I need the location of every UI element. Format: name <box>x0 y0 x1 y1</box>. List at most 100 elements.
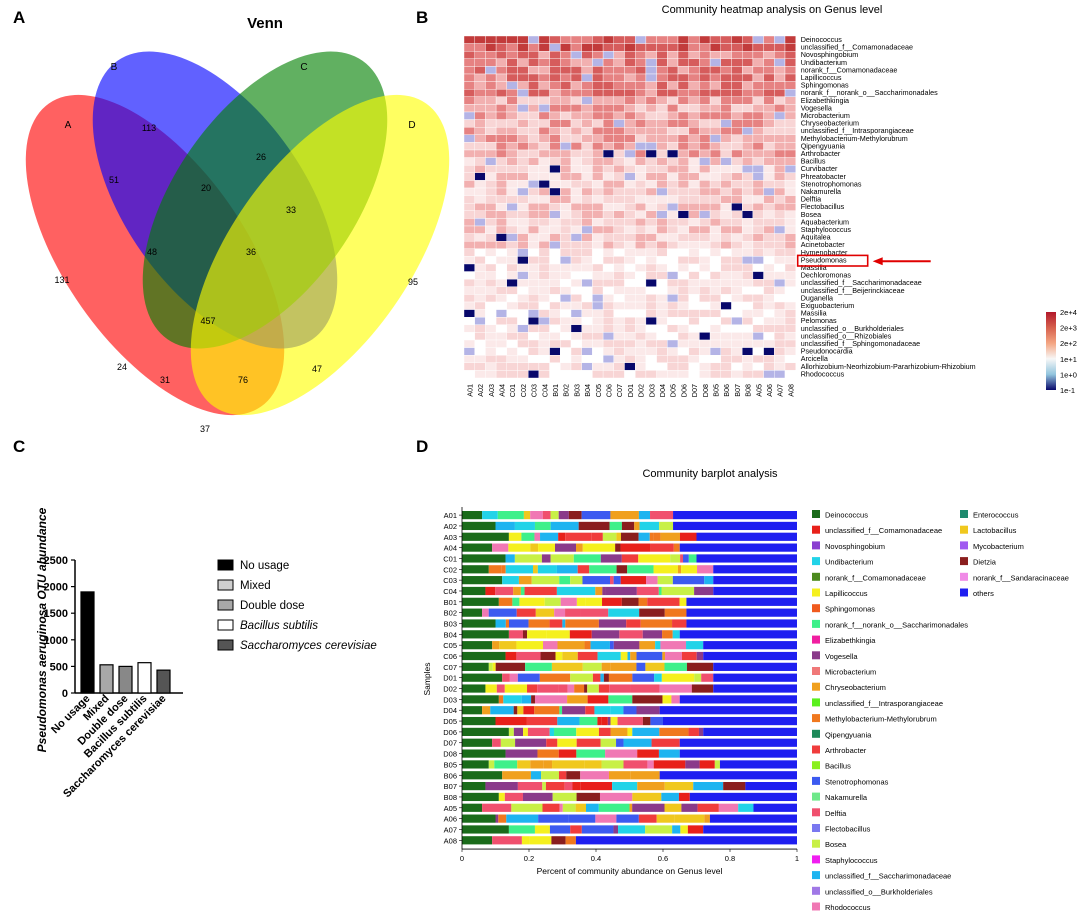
stacked-segment <box>659 521 674 531</box>
heatmap-cell <box>784 233 796 242</box>
heatmap-cell <box>495 66 507 75</box>
heatmap-cell <box>709 301 722 310</box>
heatmap-cell <box>570 88 582 97</box>
heatmap-cell <box>688 157 700 166</box>
stacked-segment <box>565 532 592 541</box>
heatmap-cell <box>677 271 689 280</box>
heatmap-cell <box>784 240 796 249</box>
heatmap-cell <box>624 195 636 204</box>
heatmap-cell <box>570 119 582 128</box>
heatmap-cell <box>485 362 497 371</box>
stacked-segment <box>502 771 531 780</box>
heatmap-cell <box>645 294 657 303</box>
heatmap-cell <box>742 164 754 173</box>
heatmap-cell <box>720 355 732 364</box>
heatmap-cell <box>463 58 475 67</box>
heatmap-cell <box>688 279 700 288</box>
heatmap-cell <box>570 362 582 371</box>
heatmap-column-label: B04 <box>583 384 592 397</box>
stacked-legend-swatch <box>812 667 820 675</box>
heatmap-cell <box>731 240 743 249</box>
heatmap-cell <box>752 317 764 326</box>
heatmap-cell <box>634 309 647 318</box>
heatmap-cell <box>560 210 572 219</box>
heatmap-cell <box>774 172 786 181</box>
heatmap-cell <box>774 218 786 227</box>
heatmap-cell <box>709 149 722 158</box>
heatmap-cell <box>506 187 518 196</box>
stacked-segment <box>495 521 515 531</box>
stacked-segment <box>718 803 739 812</box>
heatmap-cell <box>742 256 754 265</box>
heatmap-cell <box>570 81 582 90</box>
stacked-segment <box>598 619 627 628</box>
stacked-segment <box>513 706 518 715</box>
heatmap-cell <box>495 271 507 280</box>
stacked-segment <box>462 782 486 791</box>
heatmap-cell <box>624 279 636 288</box>
stacked-segment <box>673 543 680 552</box>
heatmap-cell <box>506 58 518 67</box>
stacked-axes: A01A02A03A04C01C02C03C04B01B02B03B04C05C… <box>422 507 799 876</box>
stacked-sample-label: A05 <box>444 804 457 813</box>
heatmap-cell <box>709 370 722 379</box>
heatmap-cell <box>699 164 711 173</box>
heatmap-cell <box>517 149 529 158</box>
heatmap-cell <box>688 126 700 135</box>
heatmap-cell <box>731 96 743 105</box>
stacked-segment <box>546 630 570 639</box>
panel-label-a: A <box>13 8 26 27</box>
heatmap-cell <box>570 286 582 295</box>
heatmap-cell <box>549 35 561 44</box>
stacked-segment <box>506 814 539 823</box>
heatmap-cell <box>699 301 711 310</box>
heatmap-cell <box>667 317 679 326</box>
heatmap-cell <box>527 362 540 371</box>
stacked-segment <box>515 738 547 747</box>
heatmap-cell <box>474 286 486 295</box>
highlight-arrow-head <box>872 257 883 266</box>
heatmap-cell <box>581 111 593 120</box>
heatmap-row-label: Duganella <box>801 293 833 302</box>
heatmap-cell <box>581 104 593 113</box>
heatmap-cell <box>699 157 711 166</box>
heatmap-cell <box>549 202 561 211</box>
heatmap-cell <box>645 309 657 318</box>
heatmap-cell <box>474 164 486 173</box>
stacked-segment <box>704 814 710 823</box>
heatmap-cell <box>463 104 475 113</box>
stacked-segment <box>630 684 660 693</box>
heatmap-cell <box>645 164 657 173</box>
heatmap-cell <box>527 149 540 158</box>
heatmap-cell <box>592 271 604 280</box>
heatmap-cell <box>592 233 604 242</box>
stacked-segment <box>551 836 566 845</box>
heatmap-cell <box>731 164 743 173</box>
heatmap-cell <box>731 362 743 371</box>
heatmap-cell <box>731 126 743 135</box>
heatmap-cell <box>709 81 722 90</box>
heatmap-cell <box>656 43 668 52</box>
stacked-segment <box>602 532 617 541</box>
heatmap-cell <box>527 73 540 82</box>
stacked-segment <box>545 782 565 791</box>
heatmap-column-label: C04 <box>540 384 549 397</box>
heatmap-cell <box>463 317 475 326</box>
venn-set-labels: AB CD <box>65 62 416 131</box>
stacked-segment <box>488 760 495 769</box>
heatmap-column-labels: A01 A02 A03 A04 C01 C02 C03 C04 B01 B02 B03 B04 C05 C… <box>465 384 795 397</box>
heatmap-cell <box>784 271 796 280</box>
heatmap-cell <box>570 164 582 173</box>
heatmap-cell <box>774 301 786 310</box>
heatmap-row-label: norank_f__Comamonadaceae <box>801 65 898 74</box>
heatmap-cell <box>592 149 604 158</box>
heatmap-cell <box>774 142 786 151</box>
stacked-segment-others <box>753 803 797 812</box>
heatmap-cell <box>774 134 786 143</box>
heatmap-column-label: D08 <box>701 384 710 397</box>
heatmap-cell <box>602 35 615 44</box>
heatmap-cell <box>656 233 668 242</box>
heatmap-cell <box>592 286 604 295</box>
heatmap-cell <box>549 263 561 272</box>
